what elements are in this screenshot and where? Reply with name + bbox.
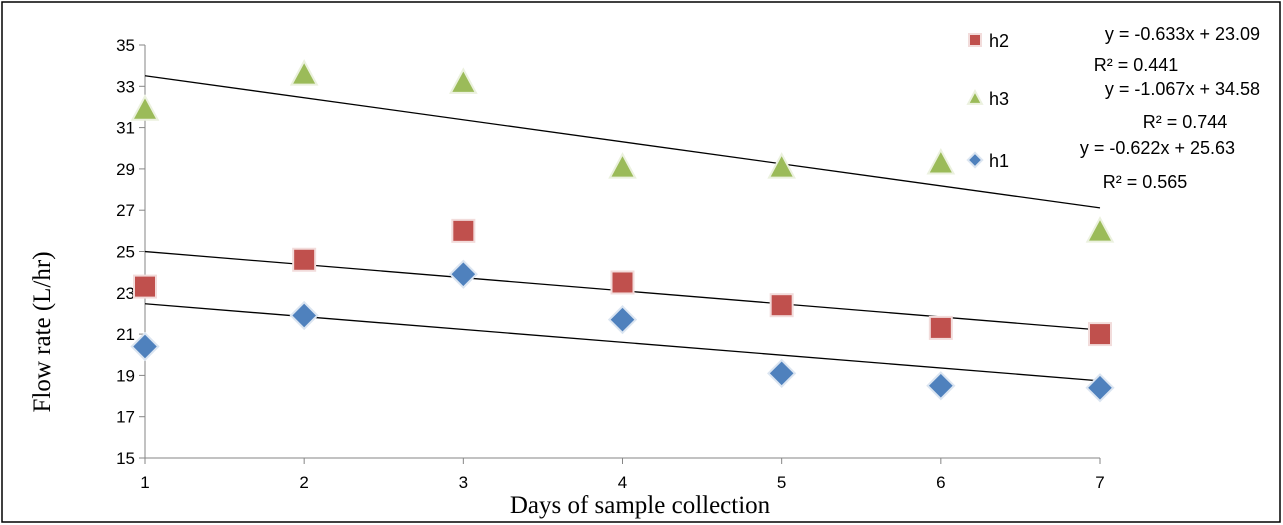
legend-marker-h1	[966, 151, 984, 169]
x-tick-label: 2	[299, 473, 308, 492]
x-tick-label: 3	[459, 473, 468, 492]
x-axis-title: Days of sample collection	[510, 492, 771, 519]
x-tick-label: 6	[936, 473, 945, 492]
legend-marker-h3	[966, 88, 984, 105]
trend-r2-h2-label: R² = 0.565	[1103, 172, 1188, 192]
data-marks-layer	[130, 59, 1115, 403]
data-point-h3	[926, 147, 956, 175]
y-tick-label: 35	[116, 36, 135, 55]
data-point-h2	[928, 315, 953, 340]
legend: h2 h3 h1	[966, 31, 1009, 171]
trend-equation-h2-label: y = -0.622x + 25.63	[1080, 138, 1235, 158]
x-tick-label: 1	[140, 473, 149, 492]
data-point-h1	[607, 305, 638, 335]
y-tick-label: 19	[116, 366, 135, 385]
data-point-h1	[767, 358, 797, 388]
trend-equation-h3-label: y = -1.067x + 34.58	[1105, 79, 1260, 99]
y-tick-label: 31	[116, 119, 135, 138]
data-point-h1	[289, 300, 319, 331]
y-tick-label: 29	[116, 160, 135, 179]
x-tick-label: 4	[618, 473, 627, 492]
data-point-h3	[767, 152, 796, 179]
trend-r2-h1-label: R² = 0.441	[1094, 55, 1179, 75]
y-tick-label: 15	[116, 449, 135, 468]
legend-label-h1: h1	[989, 151, 1009, 171]
legend-label-h2: h2	[989, 31, 1009, 51]
data-point-h3	[608, 152, 637, 179]
data-point-h3	[1085, 216, 1115, 243]
legend-label-h3: h3	[989, 89, 1009, 109]
trend-equation-h1-label: y = -0.633x + 23.09	[1105, 24, 1260, 44]
data-point-h2	[1088, 322, 1112, 347]
data-point-h2	[133, 274, 157, 299]
data-point-h3	[449, 67, 478, 94]
y-tick-label: 25	[116, 243, 135, 262]
data-point-h2	[451, 218, 476, 243]
data-point-h1	[1085, 373, 1115, 403]
x-tick-label: 7	[1095, 473, 1104, 492]
data-point-h2	[610, 270, 635, 295]
data-point-h3	[289, 59, 319, 86]
data-point-h2	[292, 247, 317, 272]
trendline-h3	[144, 75, 1101, 209]
data-point-h1	[926, 371, 956, 401]
y-tick-label: 27	[116, 201, 135, 220]
data-point-h3	[130, 94, 160, 121]
x-tick-label: 5	[777, 473, 786, 492]
y-axis-title: Flow rate (L/hr)	[29, 251, 56, 412]
y-tick-label: 21	[116, 325, 135, 344]
y-tick-label: 23	[116, 284, 135, 303]
y-tick-label: 17	[116, 408, 135, 427]
data-point-h2	[769, 293, 794, 318]
y-tick-label: 33	[116, 77, 135, 96]
trend-r2-h3-label: R² = 0.744	[1143, 112, 1228, 132]
data-point-h1	[130, 331, 160, 362]
data-point-h1	[448, 259, 478, 289]
legend-marker-h2	[968, 33, 982, 47]
